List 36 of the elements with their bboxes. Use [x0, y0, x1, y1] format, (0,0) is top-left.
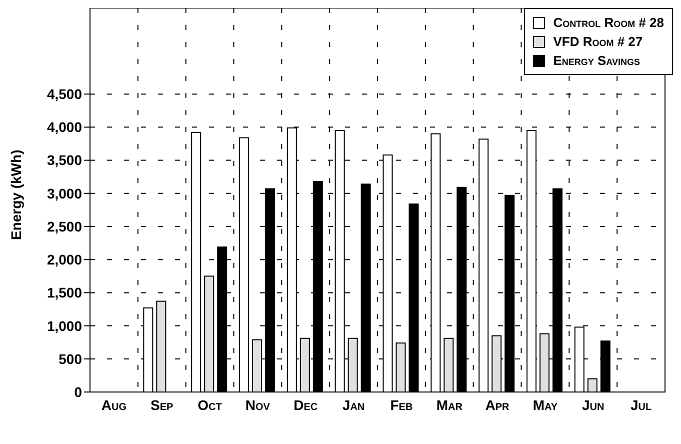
- x-tick-label: Apr: [485, 396, 510, 413]
- y-tick-label: 500: [58, 350, 82, 367]
- legend-label: Energy Savings: [553, 52, 640, 70]
- x-tick-label: Nov: [245, 396, 270, 413]
- y-tick-label: 2,000: [46, 252, 82, 268]
- bar: [239, 137, 249, 392]
- x-tick-label: Mar: [436, 396, 464, 413]
- x-tick-label: Feb: [390, 396, 413, 413]
- x-tick-label: Aug: [101, 396, 127, 413]
- bar: [360, 184, 371, 392]
- x-tick-label: Jul: [630, 396, 652, 413]
- bar: [444, 338, 454, 392]
- y-tick-label: 4,500: [46, 86, 82, 102]
- x-tick-label: Jan: [342, 396, 365, 413]
- legend-label: Control Room # 28: [553, 14, 664, 32]
- bar: [156, 300, 166, 392]
- x-tick-label: Oct: [198, 396, 222, 413]
- bar: [478, 138, 489, 392]
- legend-label: VFD Room # 27: [553, 33, 643, 51]
- y-tick-label: 1,500: [46, 284, 82, 301]
- bar: [408, 203, 419, 392]
- bar: [191, 132, 202, 392]
- y-tick-label: 4,000: [46, 119, 82, 136]
- y-tick-label: 3,000: [46, 185, 82, 202]
- y-tick-label: 0: [74, 384, 82, 400]
- x-tick-label: Jun: [582, 396, 604, 413]
- y-tick-label: 2,500: [46, 218, 82, 234]
- x-tick-label: Dec: [294, 396, 318, 413]
- y-axis-title: Energy (kWh): [8, 150, 24, 240]
- bar: [587, 378, 598, 392]
- x-tick-label: Sep: [150, 396, 174, 413]
- bar: [204, 276, 214, 392]
- x-tick-label: May: [532, 396, 558, 413]
- bar: [396, 342, 406, 392]
- y-tick-label: 1,000: [46, 318, 82, 334]
- y-tick-label: 3,500: [46, 152, 82, 168]
